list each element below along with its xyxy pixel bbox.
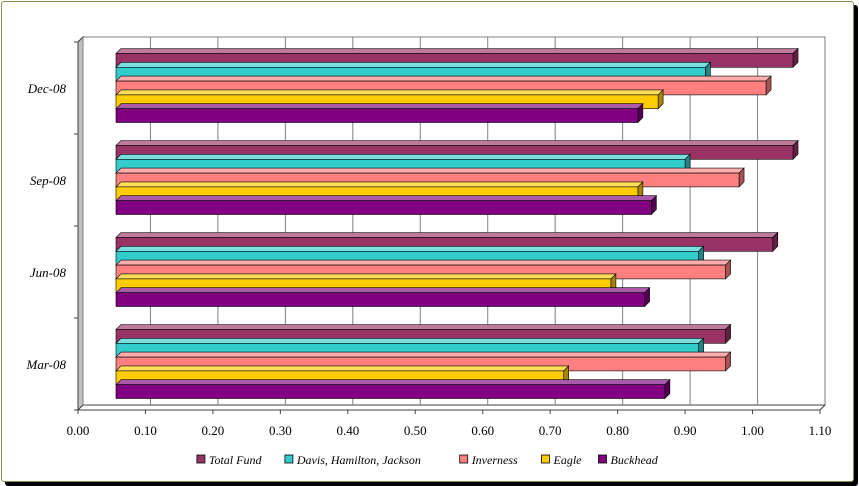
bar-chart: 0.00 0.10 0.20 0.30 0.40 0.50 0.60 0.70 0.80 0.90… [26, 35, 832, 467]
x-tick-label: 0.40 [336, 423, 359, 438]
legend-item: Buckhead [598, 453, 659, 467]
floor [76, 404, 827, 411]
x-tick-label: 1.10 [809, 423, 832, 438]
legend-swatch [284, 454, 294, 464]
category-label: Mar-08 [26, 357, 67, 372]
legend-item: Davis, Hamilton, Jackson [284, 453, 421, 467]
x-tick-label: 0.30 [269, 423, 292, 438]
legend-label: Davis, Hamilton, Jackson [296, 453, 421, 467]
x-tick-label: 1.00 [741, 423, 764, 438]
x-tick-label: 0.00 [67, 423, 90, 438]
x-tick-label: 0.50 [404, 423, 427, 438]
x-tick-label: 0.90 [674, 423, 697, 438]
legend-item: Total Fund [196, 453, 263, 467]
side-wall-face [77, 35, 84, 412]
legend-swatch [459, 454, 469, 464]
x-tick-label: 0.70 [539, 423, 562, 438]
x-tick-label: 0.80 [606, 423, 629, 438]
bar [115, 378, 671, 400]
legend-swatch [541, 454, 550, 464]
legend-swatch [196, 454, 206, 464]
legend-item: Eagle [541, 453, 583, 467]
legend-label: Total Fund [209, 453, 263, 467]
legend-item: Inverness [459, 453, 518, 467]
x-tick-label: 0.20 [202, 423, 225, 438]
bar [115, 286, 651, 308]
legend: Total Fund Davis, Hamilton, Jackson Invern… [196, 453, 659, 467]
legend-label: Buckhead [611, 453, 659, 467]
legend-label: Inverness [471, 453, 518, 467]
legend-label: Eagle [553, 453, 583, 467]
y-axis: Dec-08 Sep-08 Jun-08 Mar-08 [26, 41, 78, 411]
category-label: Jun-08 [30, 265, 67, 280]
bar [115, 194, 658, 216]
x-tick-label: 0.10 [134, 423, 157, 438]
x-tick-label: 0.60 [471, 423, 494, 438]
category-label: Sep-08 [30, 173, 67, 188]
x-axis: 0.00 0.10 0.20 0.30 0.40 0.50 0.60 0.70 0.80 0.90… [67, 409, 832, 438]
category-label: Dec-08 [27, 81, 67, 96]
bar [115, 102, 644, 124]
bars-layer [115, 47, 799, 400]
legend-swatch [598, 454, 607, 464]
